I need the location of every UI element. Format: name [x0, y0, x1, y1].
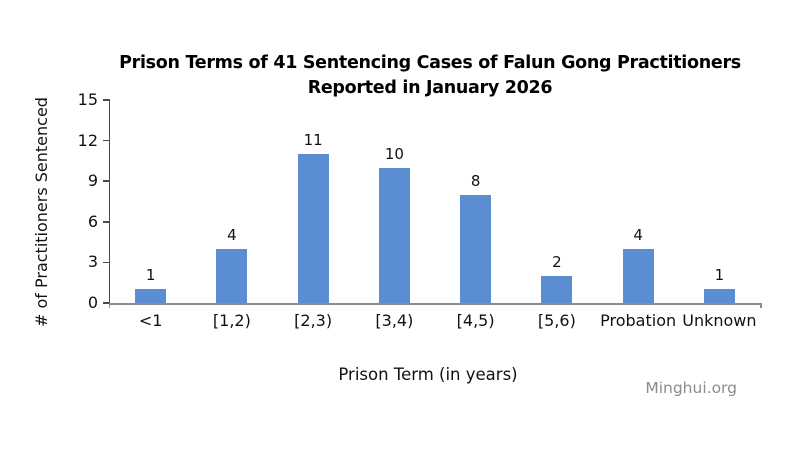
y-tick-label: 6 — [87, 211, 98, 231]
y-tick-label: 12 — [77, 130, 98, 150]
x-tick-label: [2,3) — [294, 311, 333, 330]
y-axis-line — [108, 99, 111, 304]
watermark-minghui: Minghui.org — [645, 379, 737, 397]
bar-value-label: 8 — [470, 171, 481, 190]
x-tick-label: [4,5) — [456, 311, 495, 330]
bar-value-label: 1 — [145, 266, 156, 285]
x-axis-line — [108, 303, 762, 305]
y-tick-mark — [102, 180, 109, 182]
bar — [297, 154, 329, 303]
x-axis-right-end-tick — [760, 303, 762, 308]
bar — [703, 289, 735, 303]
x-tick-label: Unknown — [682, 311, 757, 330]
bar — [135, 289, 167, 303]
x-tick-label: [3,4) — [375, 311, 414, 330]
x-tick-label: Probation — [600, 311, 677, 330]
y-tick-label: 0 — [87, 293, 98, 312]
chart-title: Prison Terms of 41 Sentencing Cases of F… — [30, 51, 800, 101]
plot-area: 1 4 11 10 8 2 4 1 — [110, 100, 760, 303]
y-axis-title: # of Practitioners Sentenced — [32, 97, 51, 327]
y-tick-label: 9 — [87, 171, 98, 191]
bar — [541, 275, 573, 303]
chart-title-line1: Prison Terms of 41 Sentencing Cases of F… — [119, 53, 741, 73]
x-axis-title: Prison Term (in years) — [338, 365, 518, 384]
bar-value-label: 4 — [633, 225, 643, 244]
bar — [460, 194, 492, 303]
bar-value-label: 4 — [227, 225, 237, 244]
bar-value-label: 1 — [714, 266, 725, 285]
x-tick-label: [1,2) — [212, 311, 251, 330]
x-tick-label: <1 — [138, 311, 163, 330]
y-tick-label: 15 — [77, 90, 98, 109]
x-axis-left-end-tick — [108, 303, 110, 308]
y-tick-mark — [102, 261, 109, 264]
bar — [622, 248, 654, 303]
bar — [216, 248, 248, 303]
y-tick-mark — [102, 302, 109, 304]
bar-value-label: 2 — [552, 252, 562, 271]
y-tick-label: 3 — [87, 252, 98, 272]
bar-value-label: 10 — [384, 144, 404, 163]
y-tick-mark — [102, 139, 109, 142]
y-tick-mark — [102, 221, 109, 223]
bar-value-label: 11 — [303, 131, 323, 150]
bar — [378, 167, 410, 303]
y-tick-mark — [102, 99, 109, 101]
x-tick-label: [5,6) — [537, 311, 576, 330]
chart-title-line2: Reported in January 2026 — [307, 78, 553, 98]
